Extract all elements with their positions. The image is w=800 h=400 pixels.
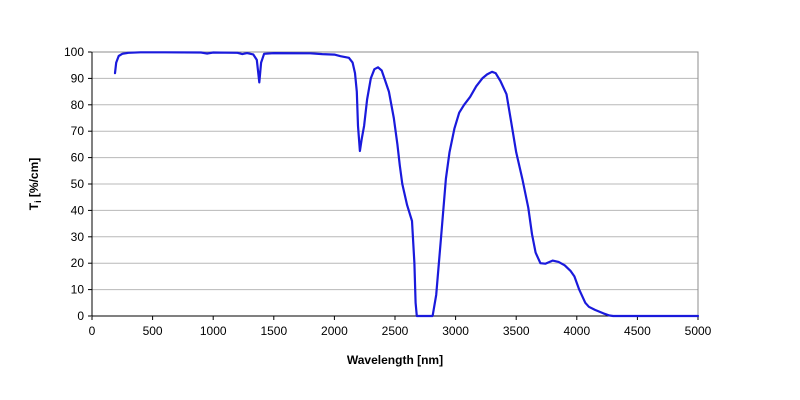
y-tick-label: 0 [77, 309, 84, 323]
x-tick-label: 2000 [321, 324, 348, 338]
y-tick-label: 60 [71, 151, 85, 165]
x-tick-label: 1500 [260, 324, 287, 338]
y-tick-label: 40 [71, 203, 85, 217]
x-tick-label: 4500 [624, 324, 651, 338]
y-axis-title-main: T [27, 202, 41, 210]
axes [88, 51, 699, 320]
x-tick-label: 500 [143, 324, 163, 338]
y-tick-labels: 0 10 20 30 40 50 60 70 80 90 100 [64, 45, 84, 323]
x-tick-label: 3000 [442, 324, 469, 338]
x-tick-label: 3500 [503, 324, 530, 338]
x-tick-label: 4000 [563, 324, 590, 338]
y-tick-label: 30 [71, 230, 85, 244]
series-line-transmission [113, 51, 700, 318]
y-tick-label: 10 [71, 283, 85, 297]
y-tick-label: 80 [71, 98, 85, 112]
x-tick-label: 5000 [685, 324, 712, 338]
y-axis-title: Ti [%/cm] [27, 158, 43, 211]
y-axis-title-rest: [%/cm] [27, 158, 41, 201]
x-axis-title: Wavelength [nm] [347, 353, 443, 367]
y-tick-label: 100 [64, 45, 84, 59]
y-tick-label: 20 [71, 256, 85, 270]
y-tick-label: 70 [71, 124, 85, 138]
x-tick-label: 1000 [200, 324, 227, 338]
y-tick-label: 90 [71, 71, 85, 85]
x-tick-label: 0 [89, 324, 96, 338]
y-tick-label: 50 [71, 177, 85, 191]
y-axis-title-sub: i [33, 200, 43, 203]
x-tick-labels: 0 500 1000 1500 2000 2500 3000 3500 4000 4500 5000 [89, 324, 712, 338]
gridlines [92, 51, 698, 291]
x-tick-label: 2500 [382, 324, 409, 338]
